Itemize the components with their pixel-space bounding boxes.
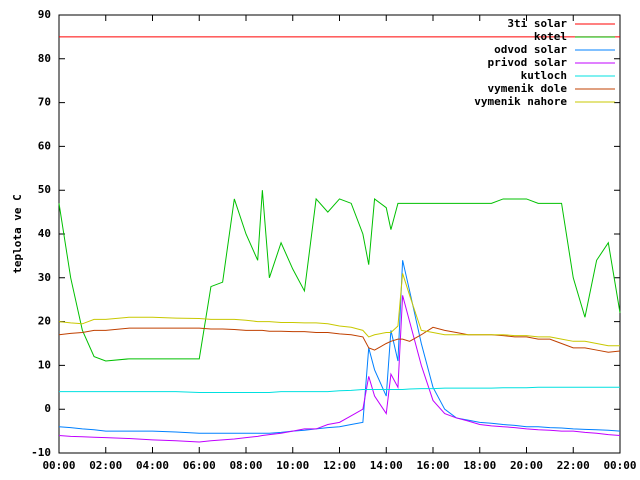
y-tick-label: -10 <box>31 446 51 459</box>
series-line <box>58 260 621 434</box>
legend-label: kotel <box>534 30 567 43</box>
x-tick-label: 16:00 <box>416 459 449 472</box>
y-tick-label: 50 <box>38 183 51 196</box>
y-tick-label: 90 <box>38 8 51 21</box>
series-line <box>58 273 620 347</box>
y-tick-label: 10 <box>38 358 51 371</box>
x-tick-label: 00:00 <box>42 459 75 472</box>
y-tick-label: 80 <box>38 52 51 65</box>
x-tick-label: 22:00 <box>557 459 590 472</box>
x-tick-label: 20:00 <box>510 459 543 472</box>
series-line <box>58 295 621 443</box>
x-tick-label: 18:00 <box>463 459 496 472</box>
x-tick-label: 08:00 <box>229 459 262 472</box>
y-tick-label: 0 <box>44 402 51 415</box>
legend-label: 3ti solar <box>507 17 567 30</box>
x-tick-label: 06:00 <box>183 459 216 472</box>
series-line <box>58 326 621 353</box>
y-tick-label: 20 <box>38 315 51 328</box>
series-line <box>59 386 620 394</box>
x-tick-label: 12:00 <box>323 459 356 472</box>
legend-label: privod solar <box>488 56 568 69</box>
x-tick-label: 00:00 <box>603 459 636 472</box>
x-tick-label: 14:00 <box>370 459 403 472</box>
x-tick-label: 04:00 <box>136 459 169 472</box>
legend-label: odvod solar <box>494 43 567 56</box>
legend-label: vymenik nahore <box>474 95 567 108</box>
x-tick-label: 02:00 <box>89 459 122 472</box>
legend-label: kutloch <box>521 69 567 82</box>
legend-label: vymenik dole <box>488 82 568 95</box>
y-tick-label: 60 <box>38 139 51 152</box>
series-line <box>58 190 621 362</box>
y-tick-label: 70 <box>38 96 51 109</box>
y-axis-label: teplota ve C <box>11 194 24 273</box>
x-tick-label: 10:00 <box>276 459 309 472</box>
y-tick-label: 30 <box>38 271 51 284</box>
y-tick-label: 40 <box>38 227 51 240</box>
